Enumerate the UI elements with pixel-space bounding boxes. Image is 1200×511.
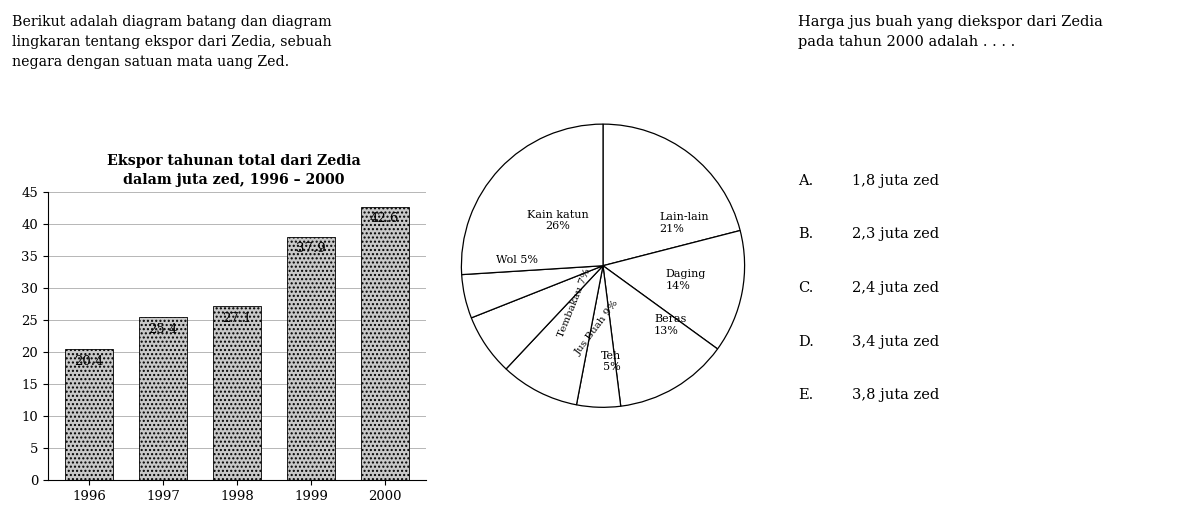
Text: B.: B. — [798, 227, 814, 241]
Text: 20.4: 20.4 — [74, 355, 104, 367]
Text: 25.4: 25.4 — [149, 322, 178, 336]
Text: C.: C. — [798, 281, 814, 295]
Text: 37.9: 37.9 — [296, 242, 325, 256]
Bar — [287, 237, 335, 480]
Bar — [361, 207, 409, 480]
Text: 3,8 juta zed: 3,8 juta zed — [852, 388, 940, 402]
Text: E.: E. — [798, 388, 814, 402]
Wedge shape — [604, 230, 744, 349]
Text: Kain katun
26%: Kain katun 26% — [527, 210, 588, 231]
Wedge shape — [506, 266, 604, 405]
Text: Daging
14%: Daging 14% — [665, 269, 706, 291]
Wedge shape — [462, 124, 604, 274]
Text: Ekspor tahunan total dari Zedia
dalam juta zed, 1996 – 2000: Ekspor tahunan total dari Zedia dalam ju… — [107, 154, 361, 187]
Text: Harga jus buah yang diekspor dari Zedia
pada tahun 2000 adalah . . . .: Harga jus buah yang diekspor dari Zedia … — [798, 15, 1103, 50]
Bar — [65, 350, 113, 480]
Wedge shape — [472, 266, 604, 369]
Wedge shape — [462, 266, 604, 318]
Text: Lain-lain
21%: Lain-lain 21% — [660, 213, 709, 234]
Text: 42.6: 42.6 — [370, 212, 400, 225]
Text: Berikut adalah diagram batang dan diagram
lingkaran tentang ekspor dari Zedia, s: Berikut adalah diagram batang dan diagra… — [12, 15, 331, 69]
Wedge shape — [604, 266, 718, 406]
Text: Wol 5%: Wol 5% — [496, 255, 538, 265]
Text: 2,3 juta zed: 2,3 juta zed — [852, 227, 940, 241]
Text: Tembakau 7%: Tembakau 7% — [557, 267, 593, 338]
Text: 2,4 juta zed: 2,4 juta zed — [852, 281, 940, 295]
Text: Jus Buah 9%: Jus Buah 9% — [574, 299, 620, 357]
Text: 1,8 juta zed: 1,8 juta zed — [852, 174, 940, 188]
Bar — [212, 307, 262, 480]
Wedge shape — [576, 266, 620, 407]
Text: 3,4 juta zed: 3,4 juta zed — [852, 335, 940, 349]
Text: A.: A. — [798, 174, 814, 188]
Wedge shape — [602, 124, 740, 266]
Text: Beras
13%: Beras 13% — [654, 314, 686, 336]
Bar — [139, 317, 187, 480]
Text: 27.1: 27.1 — [222, 312, 252, 324]
Text: D.: D. — [798, 335, 814, 349]
Text: Teh
5%: Teh 5% — [601, 351, 622, 373]
